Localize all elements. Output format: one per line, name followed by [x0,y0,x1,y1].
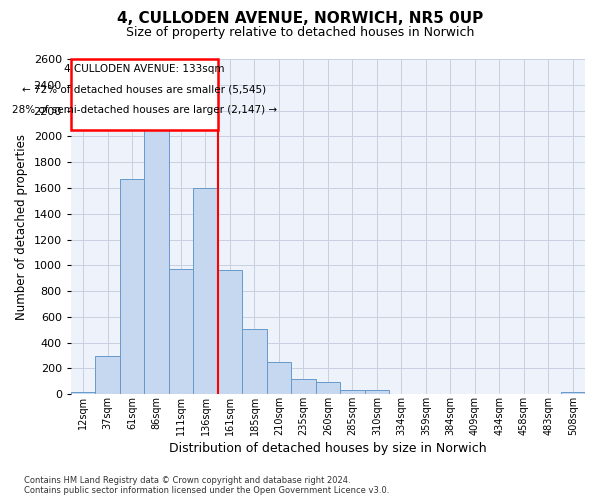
Text: 4 CULLODEN AVENUE: 133sqm: 4 CULLODEN AVENUE: 133sqm [64,64,224,74]
Text: ← 72% of detached houses are smaller (5,545): ← 72% of detached houses are smaller (5,… [22,84,266,94]
Text: 28% of semi-detached houses are larger (2,147) →: 28% of semi-detached houses are larger (… [12,104,277,115]
Bar [365,390,389,394]
X-axis label: Distribution of detached houses by size in Norwich: Distribution of detached houses by size … [169,442,487,455]
Bar [316,382,340,394]
Bar [291,379,316,394]
Bar [218,270,242,394]
Text: 4, CULLODEN AVENUE, NORWICH, NR5 0UP: 4, CULLODEN AVENUE, NORWICH, NR5 0UP [117,11,483,26]
Bar [193,188,218,394]
Text: Size of property relative to detached houses in Norwich: Size of property relative to detached ho… [126,26,474,39]
Bar [144,120,169,394]
Bar [169,269,193,394]
Bar [340,390,365,394]
Y-axis label: Number of detached properties: Number of detached properties [15,134,28,320]
Bar [267,362,291,394]
Bar [71,392,95,394]
Text: Contains public sector information licensed under the Open Government Licence v3: Contains public sector information licen… [24,486,389,495]
Bar [95,356,120,395]
Text: Contains HM Land Registry data © Crown copyright and database right 2024.: Contains HM Land Registry data © Crown c… [24,476,350,485]
Bar [242,329,267,394]
Bar [560,392,585,394]
Bar [120,179,144,394]
